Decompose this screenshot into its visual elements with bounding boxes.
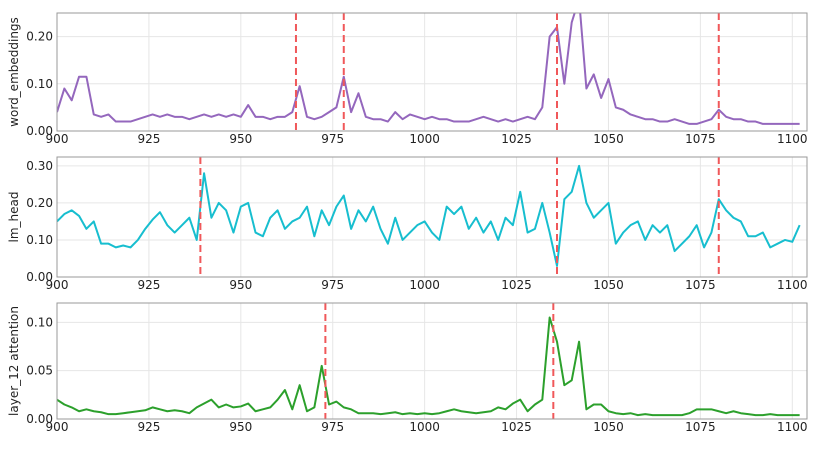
x-tick-label: 900 bbox=[46, 420, 69, 434]
x-tick-label: 900 bbox=[46, 132, 69, 146]
x-tick-label: 1050 bbox=[593, 132, 624, 146]
plot-frame bbox=[56, 302, 808, 420]
plot-area bbox=[57, 157, 801, 277]
x-tick-label: 975 bbox=[321, 278, 344, 292]
x-tick-label: 900 bbox=[46, 278, 69, 292]
y-tick-label: 0.10 bbox=[26, 77, 53, 91]
x-tick-label: 1100 bbox=[777, 132, 808, 146]
plot-area bbox=[57, 303, 800, 419]
x-tick-label: 1075 bbox=[685, 278, 716, 292]
y-tick-label: 0.00 bbox=[26, 270, 53, 284]
x-tick-label: 975 bbox=[321, 420, 344, 434]
x-tick-label: 925 bbox=[137, 278, 160, 292]
y-tick-label: 0.30 bbox=[26, 159, 53, 173]
series-line bbox=[57, 164, 801, 267]
y-axis-label: layer_12 attention bbox=[7, 306, 21, 416]
plot-frame bbox=[56, 12, 808, 132]
y-axis-label: word_embeddings bbox=[7, 17, 21, 127]
plot-frame bbox=[56, 156, 808, 278]
y-tick-label: 0.20 bbox=[26, 196, 53, 210]
x-tick-label: 1000 bbox=[409, 278, 440, 292]
y-axis-label: lm_head bbox=[7, 192, 21, 243]
x-tick-label: 1025 bbox=[501, 278, 532, 292]
x-tick-label: 1075 bbox=[685, 420, 716, 434]
y-tick-label: 0.00 bbox=[26, 124, 53, 138]
x-tick-label: 925 bbox=[137, 132, 160, 146]
x-tick-label: 1075 bbox=[685, 132, 716, 146]
x-tick-label: 1000 bbox=[409, 420, 440, 434]
panel: 900 925 950 975 1000 1025 1050 1075 1100 0.00 0.10… bbox=[7, 156, 808, 292]
x-tick-label: 975 bbox=[321, 132, 344, 146]
panel: 900 925 950 975 1000 1025 1050 1075 1100 0.00 0.10… bbox=[7, 12, 808, 146]
panel: 900 925 950 975 1000 1025 1050 1075 1100 0.00 0.05… bbox=[7, 302, 808, 434]
x-tick-label: 1100 bbox=[777, 420, 808, 434]
x-tick-label: 1050 bbox=[593, 278, 624, 292]
x-tick-label: 1050 bbox=[593, 420, 624, 434]
y-tick-label: 0.10 bbox=[26, 315, 53, 329]
y-tick-label: 0.05 bbox=[26, 364, 53, 378]
y-tick-label: 0.10 bbox=[26, 233, 53, 247]
x-tick-label: 1100 bbox=[777, 278, 808, 292]
x-tick-label: 950 bbox=[229, 278, 252, 292]
x-tick-label: 1025 bbox=[501, 132, 532, 146]
series-line bbox=[57, 13, 800, 125]
plot-area bbox=[57, 13, 800, 131]
x-tick-label: 925 bbox=[137, 420, 160, 434]
series-line bbox=[57, 316, 800, 417]
y-tick-label: 0.20 bbox=[26, 30, 53, 44]
y-tick-label: 0.00 bbox=[26, 412, 53, 426]
x-tick-label: 1025 bbox=[501, 420, 532, 434]
x-tick-label: 950 bbox=[229, 132, 252, 146]
x-tick-label: 950 bbox=[229, 420, 252, 434]
x-tick-label: 1000 bbox=[409, 132, 440, 146]
